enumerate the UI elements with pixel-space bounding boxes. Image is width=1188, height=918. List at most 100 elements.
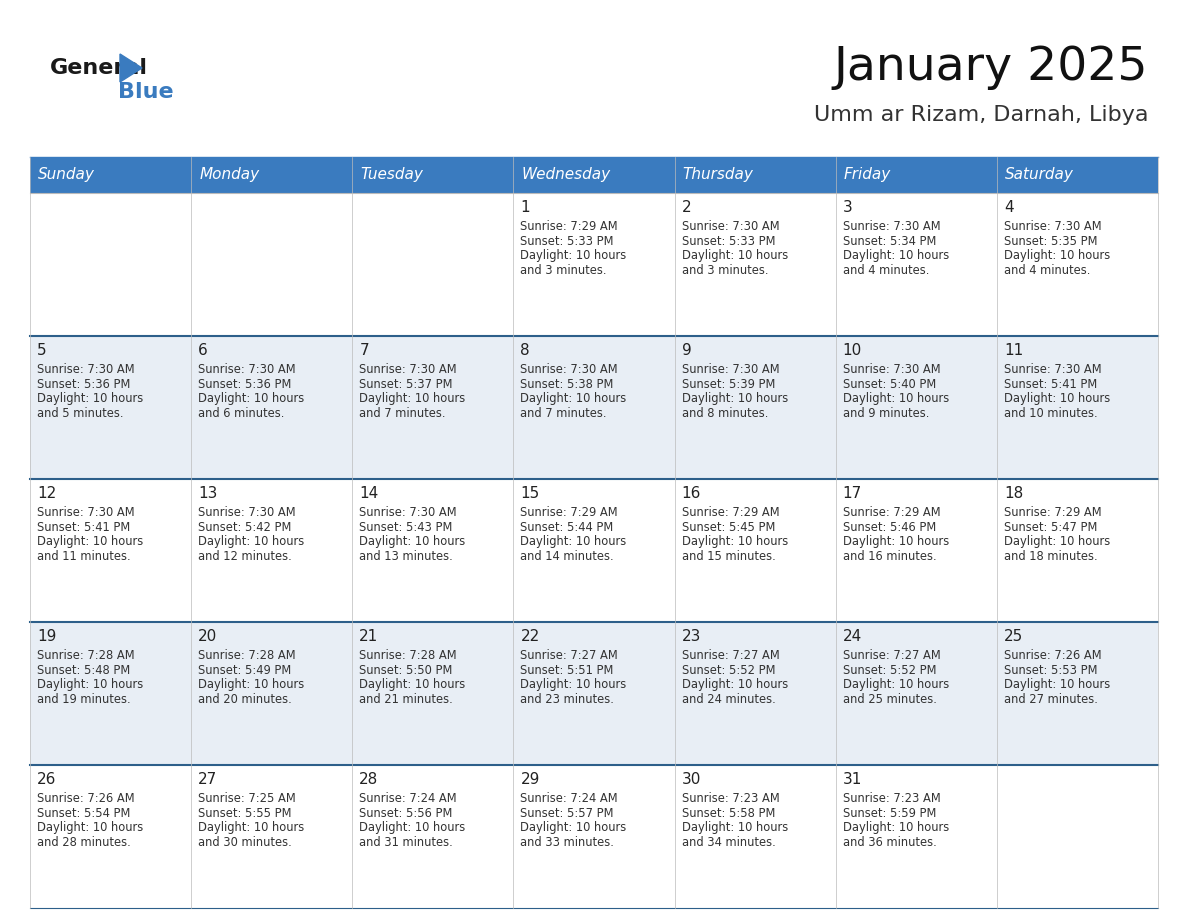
Text: Sunrise: 7:30 AM: Sunrise: 7:30 AM	[198, 507, 296, 520]
Text: Daylight: 10 hours: Daylight: 10 hours	[359, 392, 466, 406]
Text: Tuesday: Tuesday	[360, 167, 423, 183]
Text: Sunset: 5:40 PM: Sunset: 5:40 PM	[842, 378, 936, 391]
Text: Daylight: 10 hours: Daylight: 10 hours	[37, 392, 144, 406]
Text: Sunrise: 7:30 AM: Sunrise: 7:30 AM	[682, 364, 779, 376]
Text: Daylight: 10 hours: Daylight: 10 hours	[682, 678, 788, 691]
Text: Daylight: 10 hours: Daylight: 10 hours	[37, 678, 144, 691]
Text: Sunset: 5:59 PM: Sunset: 5:59 PM	[842, 807, 936, 820]
Text: 18: 18	[1004, 486, 1023, 501]
Text: Daylight: 10 hours: Daylight: 10 hours	[520, 392, 627, 406]
Text: Sunrise: 7:29 AM: Sunrise: 7:29 AM	[842, 507, 941, 520]
Text: and 36 minutes.: and 36 minutes.	[842, 835, 936, 849]
Text: 7: 7	[359, 343, 369, 358]
Text: Sunrise: 7:30 AM: Sunrise: 7:30 AM	[842, 220, 941, 233]
Text: Sunrise: 7:27 AM: Sunrise: 7:27 AM	[520, 649, 618, 662]
Text: and 30 minutes.: and 30 minutes.	[198, 835, 292, 849]
Text: Daylight: 10 hours: Daylight: 10 hours	[842, 250, 949, 263]
Text: 13: 13	[198, 486, 217, 501]
Text: Daylight: 10 hours: Daylight: 10 hours	[842, 392, 949, 406]
Text: Sunset: 5:39 PM: Sunset: 5:39 PM	[682, 378, 775, 391]
Text: Sunset: 5:55 PM: Sunset: 5:55 PM	[198, 807, 291, 820]
Text: Sunrise: 7:24 AM: Sunrise: 7:24 AM	[520, 792, 618, 805]
Text: Sunset: 5:53 PM: Sunset: 5:53 PM	[1004, 664, 1098, 677]
Text: and 7 minutes.: and 7 minutes.	[359, 407, 446, 420]
Text: Sunrise: 7:30 AM: Sunrise: 7:30 AM	[842, 364, 941, 376]
Text: 21: 21	[359, 629, 379, 644]
Text: and 28 minutes.: and 28 minutes.	[37, 835, 131, 849]
Text: Thursday: Thursday	[683, 167, 753, 183]
Text: Umm ar Rizam, Darnah, Libya: Umm ar Rizam, Darnah, Libya	[814, 105, 1148, 125]
Text: and 4 minutes.: and 4 minutes.	[842, 263, 929, 277]
Text: Sunset: 5:51 PM: Sunset: 5:51 PM	[520, 664, 614, 677]
Text: Sunset: 5:54 PM: Sunset: 5:54 PM	[37, 807, 131, 820]
Text: Sunset: 5:44 PM: Sunset: 5:44 PM	[520, 521, 614, 533]
Text: Sunset: 5:47 PM: Sunset: 5:47 PM	[1004, 521, 1098, 533]
Text: 29: 29	[520, 772, 539, 787]
Text: 24: 24	[842, 629, 862, 644]
Text: Sunrise: 7:29 AM: Sunrise: 7:29 AM	[1004, 507, 1101, 520]
Text: Daylight: 10 hours: Daylight: 10 hours	[842, 822, 949, 834]
Bar	[30, 336, 1158, 479]
Text: Sunrise: 7:23 AM: Sunrise: 7:23 AM	[682, 792, 779, 805]
Text: 22: 22	[520, 629, 539, 644]
Text: 30: 30	[682, 772, 701, 787]
Text: and 3 minutes.: and 3 minutes.	[520, 263, 607, 277]
Text: Daylight: 10 hours: Daylight: 10 hours	[1004, 678, 1110, 691]
Text: Sunset: 5:34 PM: Sunset: 5:34 PM	[842, 235, 936, 248]
Text: Sunset: 5:49 PM: Sunset: 5:49 PM	[198, 664, 291, 677]
Text: Daylight: 10 hours: Daylight: 10 hours	[37, 535, 144, 548]
Text: and 25 minutes.: and 25 minutes.	[842, 693, 936, 706]
Bar	[30, 193, 1158, 336]
Text: Sunset: 5:35 PM: Sunset: 5:35 PM	[1004, 235, 1098, 248]
Text: 14: 14	[359, 486, 379, 501]
Text: Sunrise: 7:24 AM: Sunrise: 7:24 AM	[359, 792, 457, 805]
Text: and 5 minutes.: and 5 minutes.	[37, 407, 124, 420]
Text: Sunrise: 7:23 AM: Sunrise: 7:23 AM	[842, 792, 941, 805]
Text: 10: 10	[842, 343, 862, 358]
Text: General: General	[50, 58, 148, 78]
Text: Daylight: 10 hours: Daylight: 10 hours	[37, 822, 144, 834]
Text: Sunrise: 7:27 AM: Sunrise: 7:27 AM	[842, 649, 941, 662]
Text: Sunset: 5:50 PM: Sunset: 5:50 PM	[359, 664, 453, 677]
Text: 4: 4	[1004, 200, 1013, 215]
Text: 16: 16	[682, 486, 701, 501]
Text: Sunset: 5:52 PM: Sunset: 5:52 PM	[682, 664, 775, 677]
Text: Daylight: 10 hours: Daylight: 10 hours	[520, 678, 627, 691]
Text: and 3 minutes.: and 3 minutes.	[682, 263, 769, 277]
Text: 5: 5	[37, 343, 46, 358]
Text: Sunrise: 7:30 AM: Sunrise: 7:30 AM	[359, 507, 457, 520]
Text: and 13 minutes.: and 13 minutes.	[359, 550, 453, 563]
Text: Daylight: 10 hours: Daylight: 10 hours	[198, 822, 304, 834]
Text: and 19 minutes.: and 19 minutes.	[37, 693, 131, 706]
Text: and 18 minutes.: and 18 minutes.	[1004, 550, 1098, 563]
Text: 9: 9	[682, 343, 691, 358]
Text: Sunrise: 7:30 AM: Sunrise: 7:30 AM	[37, 507, 134, 520]
Text: Sunrise: 7:26 AM: Sunrise: 7:26 AM	[1004, 649, 1101, 662]
Text: and 27 minutes.: and 27 minutes.	[1004, 693, 1098, 706]
Text: 2: 2	[682, 200, 691, 215]
Text: 31: 31	[842, 772, 862, 787]
Text: Daylight: 10 hours: Daylight: 10 hours	[1004, 535, 1110, 548]
Text: Daylight: 10 hours: Daylight: 10 hours	[198, 535, 304, 548]
Text: 3: 3	[842, 200, 853, 215]
Text: Daylight: 10 hours: Daylight: 10 hours	[198, 392, 304, 406]
Text: Sunset: 5:57 PM: Sunset: 5:57 PM	[520, 807, 614, 820]
Text: Daylight: 10 hours: Daylight: 10 hours	[1004, 392, 1110, 406]
Text: Sunrise: 7:30 AM: Sunrise: 7:30 AM	[198, 364, 296, 376]
Bar	[30, 479, 1158, 622]
Text: Daylight: 10 hours: Daylight: 10 hours	[520, 250, 627, 263]
Text: Sunrise: 7:30 AM: Sunrise: 7:30 AM	[37, 364, 134, 376]
Text: Sunday: Sunday	[38, 167, 95, 183]
Bar	[30, 157, 1158, 193]
Text: Daylight: 10 hours: Daylight: 10 hours	[842, 678, 949, 691]
Text: and 4 minutes.: and 4 minutes.	[1004, 263, 1091, 277]
Text: Sunset: 5:42 PM: Sunset: 5:42 PM	[198, 521, 291, 533]
Text: Sunrise: 7:28 AM: Sunrise: 7:28 AM	[37, 649, 134, 662]
Text: Daylight: 10 hours: Daylight: 10 hours	[359, 678, 466, 691]
Text: Sunset: 5:56 PM: Sunset: 5:56 PM	[359, 807, 453, 820]
Text: Sunrise: 7:27 AM: Sunrise: 7:27 AM	[682, 649, 779, 662]
Text: Monday: Monday	[200, 167, 259, 183]
Text: and 31 minutes.: and 31 minutes.	[359, 835, 453, 849]
Text: Sunset: 5:36 PM: Sunset: 5:36 PM	[198, 378, 291, 391]
Text: 26: 26	[37, 772, 56, 787]
